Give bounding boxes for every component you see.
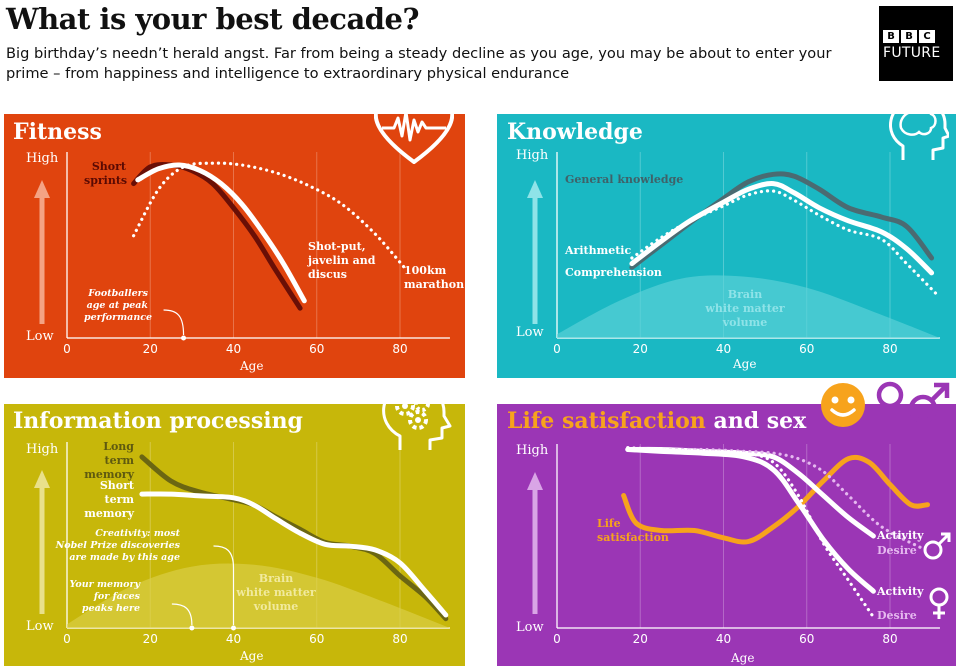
knowledge-title: Knowledge [507,119,643,145]
x-tick-label: 0 [63,342,71,356]
series-life-satisfaction [621,454,930,545]
long-term-memory-label: Long term memory [84,440,134,481]
shotput-label: Shot-put, javelin and discus [308,240,376,281]
x-tick-label: 60 [799,342,815,356]
smiley-face-icon [820,382,866,432]
axis-age-label: Age [731,651,755,665]
brain-volume-label: Brain white matter volume [236,572,316,613]
x-tick-label: 40 [225,342,242,356]
x-tick-label: 20 [142,632,158,646]
axis-high-label: High [26,442,59,457]
axis-age-label: Age [240,649,264,663]
axis-high-label: High [516,443,549,458]
marathon-label: 100km marathon [404,264,465,291]
x-tick-label: 0 [553,632,561,646]
x-tick-label: 80 [392,342,408,356]
series-shot-put-javelin-and-discus [135,162,307,304]
annotation-dot [231,625,236,631]
female-symbol-icon [873,380,907,434]
axis-high-label: High [516,148,549,163]
annotation-dot [181,335,187,341]
bbc-blocks: B B C [883,30,935,43]
info-chart [34,442,450,631]
info-title: Information processing [13,408,303,434]
faces-note: Your memory for faces peaks here [69,579,140,614]
knowledge-chart [527,152,940,339]
series-long-term-memory [139,454,449,622]
area-brain-white-matter-volume [557,275,940,338]
female-desire-label: Desire [877,609,917,622]
x-tick-label: 40 [225,632,242,646]
life-title: Life satisfaction and sex [507,408,806,434]
series-short-sprints [131,162,303,311]
area-brain-white-matter-volume [67,563,450,628]
annotation-pointer [213,545,235,625]
page-title: What is your best decade? [6,2,419,36]
fitness-panel: Fitness High Low Age Short sprints Shot-… [4,114,465,378]
x-tick-label: 80 [882,342,898,356]
life-title-part1: Life satisfaction [507,408,706,434]
x-tick-label: 20 [632,342,648,356]
series-female-desire [626,446,875,619]
comprehension-label: Comprehension [565,266,662,279]
axis-low-label: Low [26,619,54,634]
x-tick-label: 80 [882,632,898,646]
brain-volume-label: Brain white matter volume [705,288,785,329]
short-term-memory-label: Short term memory [84,479,134,520]
fitness-chart [34,152,450,341]
knowledge-panel: Knowledge High Low Age General knowledge… [497,114,956,378]
annotation-pointer [171,603,193,626]
life-satisfaction-panel: Life satisfaction and sex High Low Age L… [497,404,956,666]
axis-age-label: Age [733,357,757,371]
bbc-letter: B [883,30,899,43]
x-tick-label: 60 [799,632,815,646]
short-sprints-label: Short sprints [84,160,128,187]
axis-low-label: Low [516,620,544,635]
female-activity-label: Activity [877,585,924,598]
axis-low-label: Low [516,325,544,340]
male-activity-label: Activity [877,529,924,542]
page-subtitle: Big birthday’s needn’t herald angst. Far… [6,45,832,82]
high-low-arrowhead [34,470,50,488]
x-tick-label: 80 [392,632,408,646]
arithmetic-label: Arithmetic [565,244,632,257]
axis-high-label: High [26,151,59,166]
bbc-letter: C [919,30,935,43]
male-symbol-icon [906,380,952,430]
series-comprehension [630,189,938,295]
male-desire-label: Desire [877,544,917,557]
axis-low-label: Low [26,329,54,344]
future-wordmark: FUTURE [883,45,941,61]
series-female-activity [625,447,876,594]
life-chart [527,444,940,629]
fitness-title: Fitness [13,119,102,145]
creativity-note: Creativity: most Nobel Prize discoveries… [55,528,180,563]
bbc-future-logo: B B C FUTURE [879,6,953,81]
footballers-note: Footballers age at peak performance [84,288,153,323]
high-low-arrowhead [527,180,543,198]
general-knowledge-label: General knowledge [565,173,684,186]
high-low-arrowhead [34,180,50,198]
annotation-dot [189,625,195,631]
high-low-arrowhead [527,472,543,490]
life-satisfaction-label: Life satisfaction [597,517,669,544]
series-short-term-memory [139,491,449,618]
x-tick-label: 0 [63,632,71,646]
bbc-letter: B [901,30,917,43]
series--km-marathon [132,161,406,269]
x-tick-label: 60 [309,632,325,646]
x-tick-label: 20 [142,342,158,356]
information-processing-panel: Information processing High Low Age Long… [4,404,465,666]
x-tick-label: 60 [309,342,325,356]
life-title-part2: and sex [713,408,807,434]
annotation-pointer [163,309,185,336]
x-tick-label: 20 [632,632,648,646]
x-tick-label: 40 [715,632,732,646]
x-tick-label: 40 [715,342,732,356]
x-tick-label: 0 [553,342,561,356]
axis-age-label: Age [240,359,264,373]
